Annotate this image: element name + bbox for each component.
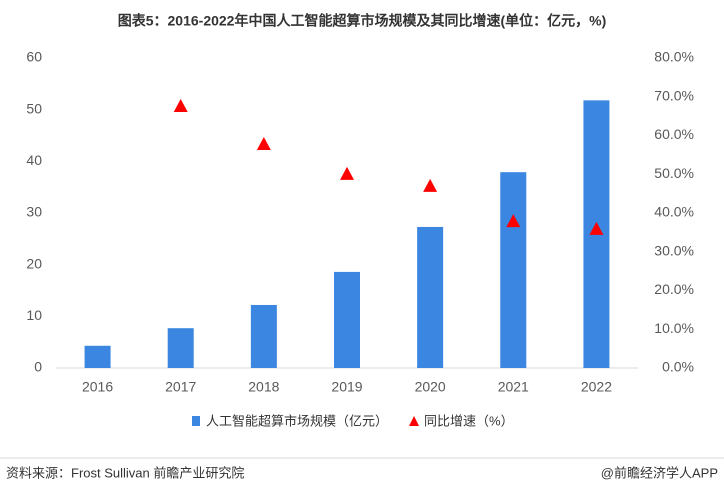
x-tick-label: 2017 (165, 379, 196, 395)
y2-tick-label: 50.0% (654, 165, 694, 181)
chart-title: 图表5：2016-2022年中国人工智能超算市场规模及其同比增速(单位：亿元，%… (118, 13, 607, 29)
y2-tick-label: 80.0% (654, 49, 694, 65)
x-tick-label: 2019 (331, 379, 362, 395)
marker (506, 214, 521, 228)
marker (423, 178, 438, 192)
brand: @前瞻经济学人APP (601, 465, 718, 480)
legend-swatch (409, 416, 420, 426)
x-tick-label: 2016 (82, 379, 113, 395)
y2-tick-label: 40.0% (654, 204, 694, 220)
x-tick-label: 2020 (415, 379, 446, 395)
y-tick-label: 10 (26, 307, 42, 323)
bar (167, 328, 194, 368)
x-tick-label: 2021 (498, 379, 529, 395)
y-tick-label: 50 (26, 100, 42, 116)
y-tick-label: 40 (26, 152, 42, 168)
y-tick-label: 30 (26, 204, 42, 220)
y-tick-label: 0 (34, 359, 42, 375)
marker (340, 166, 354, 180)
x-tick-label: 2022 (581, 379, 612, 395)
y2-tick-label: 20.0% (654, 281, 694, 297)
y2-tick-label: 30.0% (654, 242, 694, 258)
bar (334, 271, 360, 368)
marker (589, 221, 604, 235)
y2-tick-label: 10.0% (654, 320, 694, 336)
y-tick-label: 20 (26, 255, 42, 271)
marker (173, 99, 188, 113)
bar (500, 172, 527, 368)
x-tick-label: 2018 (248, 379, 279, 395)
bar (84, 345, 111, 368)
legend-label: 人工智能超算市场规模（亿元） (206, 413, 388, 428)
y-tick-label: 60 (26, 49, 42, 65)
bar (250, 304, 277, 368)
y2-tick-label: 0.0% (662, 359, 694, 375)
source: 资料来源：Frost Sullivan 前瞻产业研究院 (6, 465, 244, 480)
y2-tick-label: 70.0% (654, 87, 694, 103)
legend-label: 同比增速（%） (424, 413, 514, 428)
bar (417, 226, 444, 368)
marker (256, 137, 271, 151)
legend-swatch (192, 416, 200, 426)
y2-tick-label: 60.0% (654, 126, 694, 142)
